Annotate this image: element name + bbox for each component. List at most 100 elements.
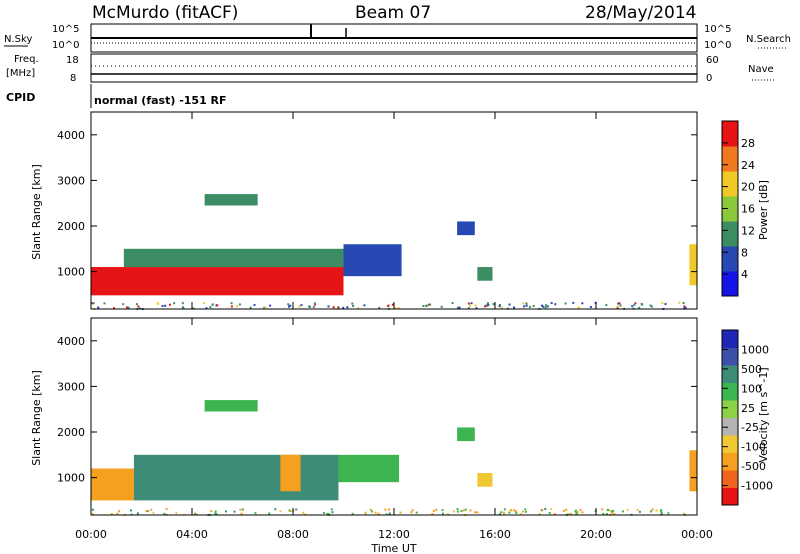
colorbar-tick-label: 20 bbox=[741, 181, 755, 194]
ground-scatter-dot bbox=[548, 512, 551, 515]
ground-scatter-dot bbox=[456, 510, 459, 513]
colorbar-segment bbox=[722, 452, 738, 471]
ground-scatter-dot bbox=[331, 511, 334, 514]
colorbar-segment bbox=[722, 121, 738, 147]
y-tick-label: 3000 bbox=[57, 380, 85, 393]
ground-scatter-dot bbox=[337, 306, 340, 309]
ground-scatter-dot bbox=[678, 301, 681, 304]
ground-scatter-dot bbox=[487, 304, 490, 307]
ground-scatter-dot bbox=[254, 512, 257, 515]
ground-scatter-dot bbox=[127, 306, 130, 309]
ground-scatter-dot bbox=[175, 512, 178, 515]
scatter-region-1 bbox=[133, 454, 339, 501]
colorbar-tick-label: -1000 bbox=[741, 480, 773, 493]
ground-scatter-dot bbox=[279, 510, 282, 513]
ground-scatter-dot bbox=[626, 508, 629, 511]
ground-scatter-dot bbox=[581, 302, 584, 305]
colorbar-segment bbox=[722, 221, 738, 247]
ground-scatter-dot bbox=[441, 509, 444, 512]
ground-scatter-dot bbox=[377, 512, 380, 515]
scatter-region-6 bbox=[689, 244, 697, 286]
ground-scatter-dot bbox=[173, 302, 176, 305]
power-ylabel: Slant Range [km] bbox=[30, 164, 43, 260]
ground-scatter-dot bbox=[387, 304, 390, 307]
colorbar-tick-label: 4 bbox=[741, 268, 748, 281]
cpid-text: normal (fast) -151 RF bbox=[94, 94, 227, 107]
ground-scatter-dot bbox=[458, 306, 461, 309]
ground-scatter-dot bbox=[394, 307, 397, 310]
ground-scatter-dot bbox=[464, 508, 467, 511]
ground-scatter-dot bbox=[581, 511, 584, 514]
ground-scatter-dot bbox=[327, 305, 330, 308]
ground-scatter-dot bbox=[577, 511, 580, 514]
freq-label: Freq. bbox=[14, 54, 39, 65]
ground-scatter-dot bbox=[240, 512, 243, 515]
ground-scatter-dot bbox=[110, 512, 113, 515]
colorbar-tick-label: 16 bbox=[741, 203, 755, 216]
ground-scatter-dot bbox=[181, 306, 184, 309]
colorbar-segment bbox=[722, 417, 738, 436]
ground-scatter-dot bbox=[524, 510, 527, 513]
ground-scatter-dot bbox=[411, 509, 414, 512]
ground-scatter-dot bbox=[391, 303, 394, 306]
ground-scatter-dot bbox=[274, 508, 277, 511]
ground-scatter-dot bbox=[314, 303, 317, 306]
ground-scatter-dot bbox=[570, 513, 573, 516]
scatter-region-0 bbox=[91, 267, 344, 296]
ground-scatter-dot bbox=[502, 512, 505, 515]
scatter-region-5 bbox=[457, 427, 475, 442]
y-tick-label: 2000 bbox=[57, 220, 85, 233]
ground-scatter-dot bbox=[621, 510, 624, 513]
ground-scatter-dot bbox=[432, 510, 435, 513]
ground-scatter-dot bbox=[435, 508, 438, 511]
ground-scatter-dot bbox=[579, 508, 582, 511]
ground-scatter-dot bbox=[486, 302, 489, 305]
ground-scatter-dot bbox=[492, 303, 495, 306]
ground-scatter-dot bbox=[498, 305, 501, 308]
colorbar-segment bbox=[722, 330, 738, 348]
ground-scatter-dot bbox=[440, 305, 443, 308]
nsky-label: N.Sky bbox=[4, 34, 32, 45]
ground-scatter-dot bbox=[456, 306, 459, 309]
ground-scatter-dot bbox=[384, 508, 387, 511]
beam-title: Beam 07 bbox=[355, 3, 431, 23]
ground-scatter-dot bbox=[525, 304, 528, 307]
scatter-region-7 bbox=[689, 450, 697, 492]
ground-scatter-dot bbox=[641, 303, 644, 306]
ground-scatter-dot bbox=[572, 301, 575, 304]
freq-tick-low: 8 bbox=[70, 73, 76, 84]
ground-scatter-dot bbox=[97, 306, 100, 309]
ground-scatter-dot bbox=[289, 304, 292, 307]
ground-scatter-dot bbox=[634, 302, 637, 305]
ground-scatter-dot bbox=[203, 301, 206, 304]
ground-scatter-dot bbox=[442, 512, 445, 515]
ground-scatter-dot bbox=[660, 510, 663, 513]
ground-scatter-dot bbox=[313, 302, 316, 305]
ground-scatter-dot bbox=[475, 307, 478, 310]
ground-scatter-dot bbox=[633, 303, 636, 306]
colorbar-segment bbox=[722, 487, 738, 506]
ground-scatter-dot bbox=[602, 512, 605, 515]
x-tick-label: 16:00 bbox=[479, 528, 511, 541]
ground-scatter-dot bbox=[332, 306, 335, 309]
ground-scatter-dot bbox=[113, 307, 116, 310]
ground-scatter-dot bbox=[469, 509, 472, 512]
ground-scatter-dot bbox=[508, 511, 511, 514]
x-tick-label: 08:00 bbox=[277, 528, 309, 541]
ground-scatter-dot bbox=[238, 303, 241, 306]
ground-scatter-dot bbox=[91, 302, 94, 305]
scatter-region-3 bbox=[338, 454, 400, 483]
colorbar-tick-label: 1000 bbox=[741, 343, 769, 356]
ground-scatter-dot bbox=[230, 302, 233, 305]
scatter-region-1 bbox=[123, 248, 349, 268]
ground-scatter-dot bbox=[378, 306, 381, 309]
ground-scatter-dot bbox=[150, 508, 153, 511]
ground-scatter-dot bbox=[346, 306, 349, 309]
ground-scatter-dot bbox=[667, 512, 670, 515]
ground-scatter-dot bbox=[425, 304, 428, 307]
ground-scatter-dot bbox=[210, 510, 213, 513]
scatter-region-5 bbox=[477, 267, 493, 281]
y-tick-label: 1000 bbox=[57, 266, 85, 279]
ground-scatter-dot bbox=[519, 513, 522, 516]
ground-scatter-dot bbox=[474, 511, 477, 514]
